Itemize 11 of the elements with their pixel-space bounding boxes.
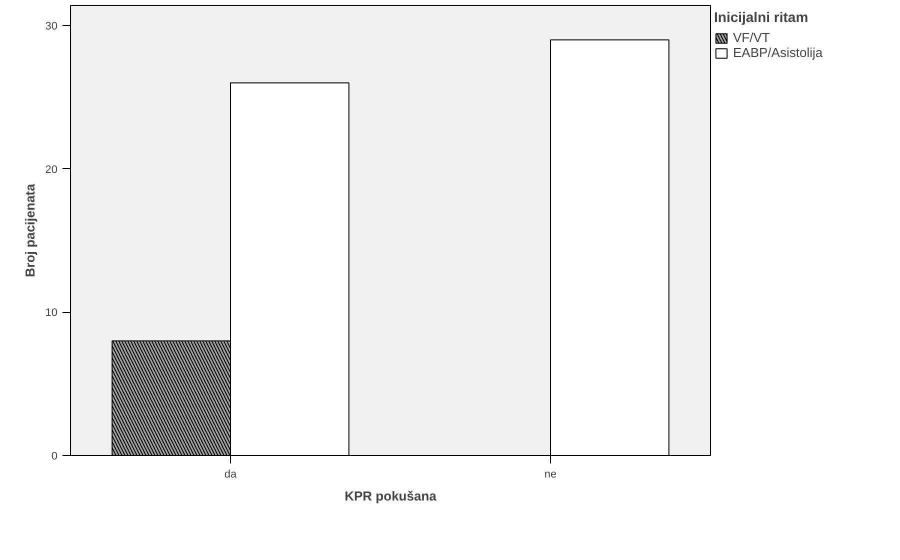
x-tick-label: ne — [544, 468, 557, 480]
y-tick-label: 10 — [45, 307, 58, 320]
x-tick-label: da — [224, 468, 238, 480]
legend-label: VF/VT — [733, 30, 770, 45]
x-axis-title: KPR pokušana — [344, 488, 438, 504]
legend-label: EABP/Asistolija — [733, 45, 823, 60]
y-tick-label: 0 — [51, 450, 58, 462]
legend-title: Inicijalni ritam — [714, 9, 810, 25]
y-axis-title: Broj pacijenata — [22, 183, 38, 278]
y-tick-label: 30 — [45, 20, 58, 33]
y-tick-label: 20 — [45, 164, 58, 176]
